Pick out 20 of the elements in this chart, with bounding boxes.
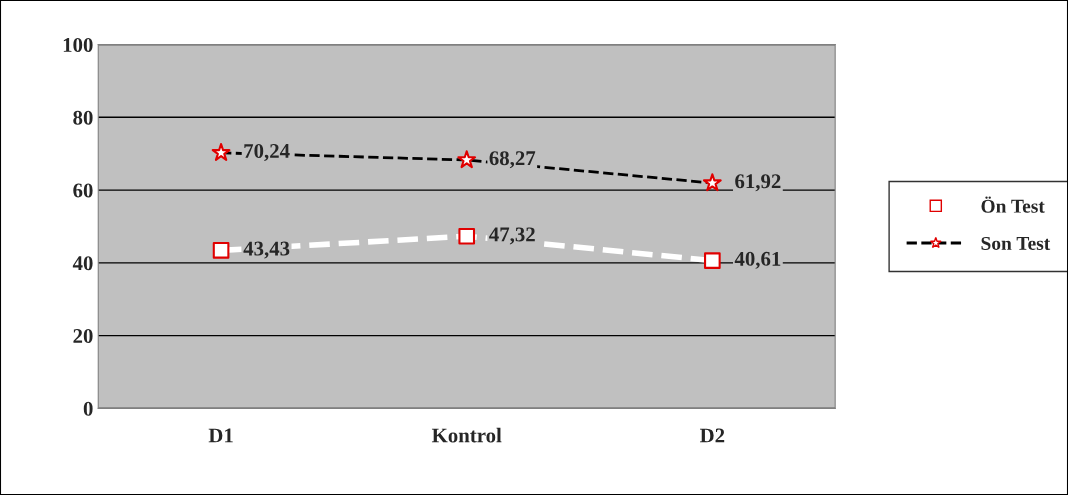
y-tick-label: 80	[73, 110, 93, 125]
point	[704, 252, 721, 269]
data-label: 68,27	[489, 151, 536, 169]
data-label: 47,32	[489, 227, 535, 245]
y-tick-label: 100	[63, 37, 93, 52]
point	[458, 227, 476, 245]
x-tick-label: D1	[208, 428, 233, 443]
point	[212, 242, 230, 259]
y-tick-label: 0	[83, 401, 93, 416]
y-tick-label: 60	[73, 183, 93, 198]
data-label: 40,61	[734, 251, 781, 269]
legend-label: Son Test	[981, 236, 1051, 250]
x-tick-label: Kontrol	[431, 427, 502, 443]
data-label: 70,24	[244, 143, 290, 162]
y-tick-label: 40	[72, 256, 93, 271]
x-tick-label: D2	[699, 428, 725, 443]
legend-label: Ön Test	[981, 196, 1045, 213]
data-label: 43,43	[243, 241, 290, 259]
data-label: 61,92	[735, 174, 781, 192]
y-tick-label: 20	[73, 328, 93, 344]
